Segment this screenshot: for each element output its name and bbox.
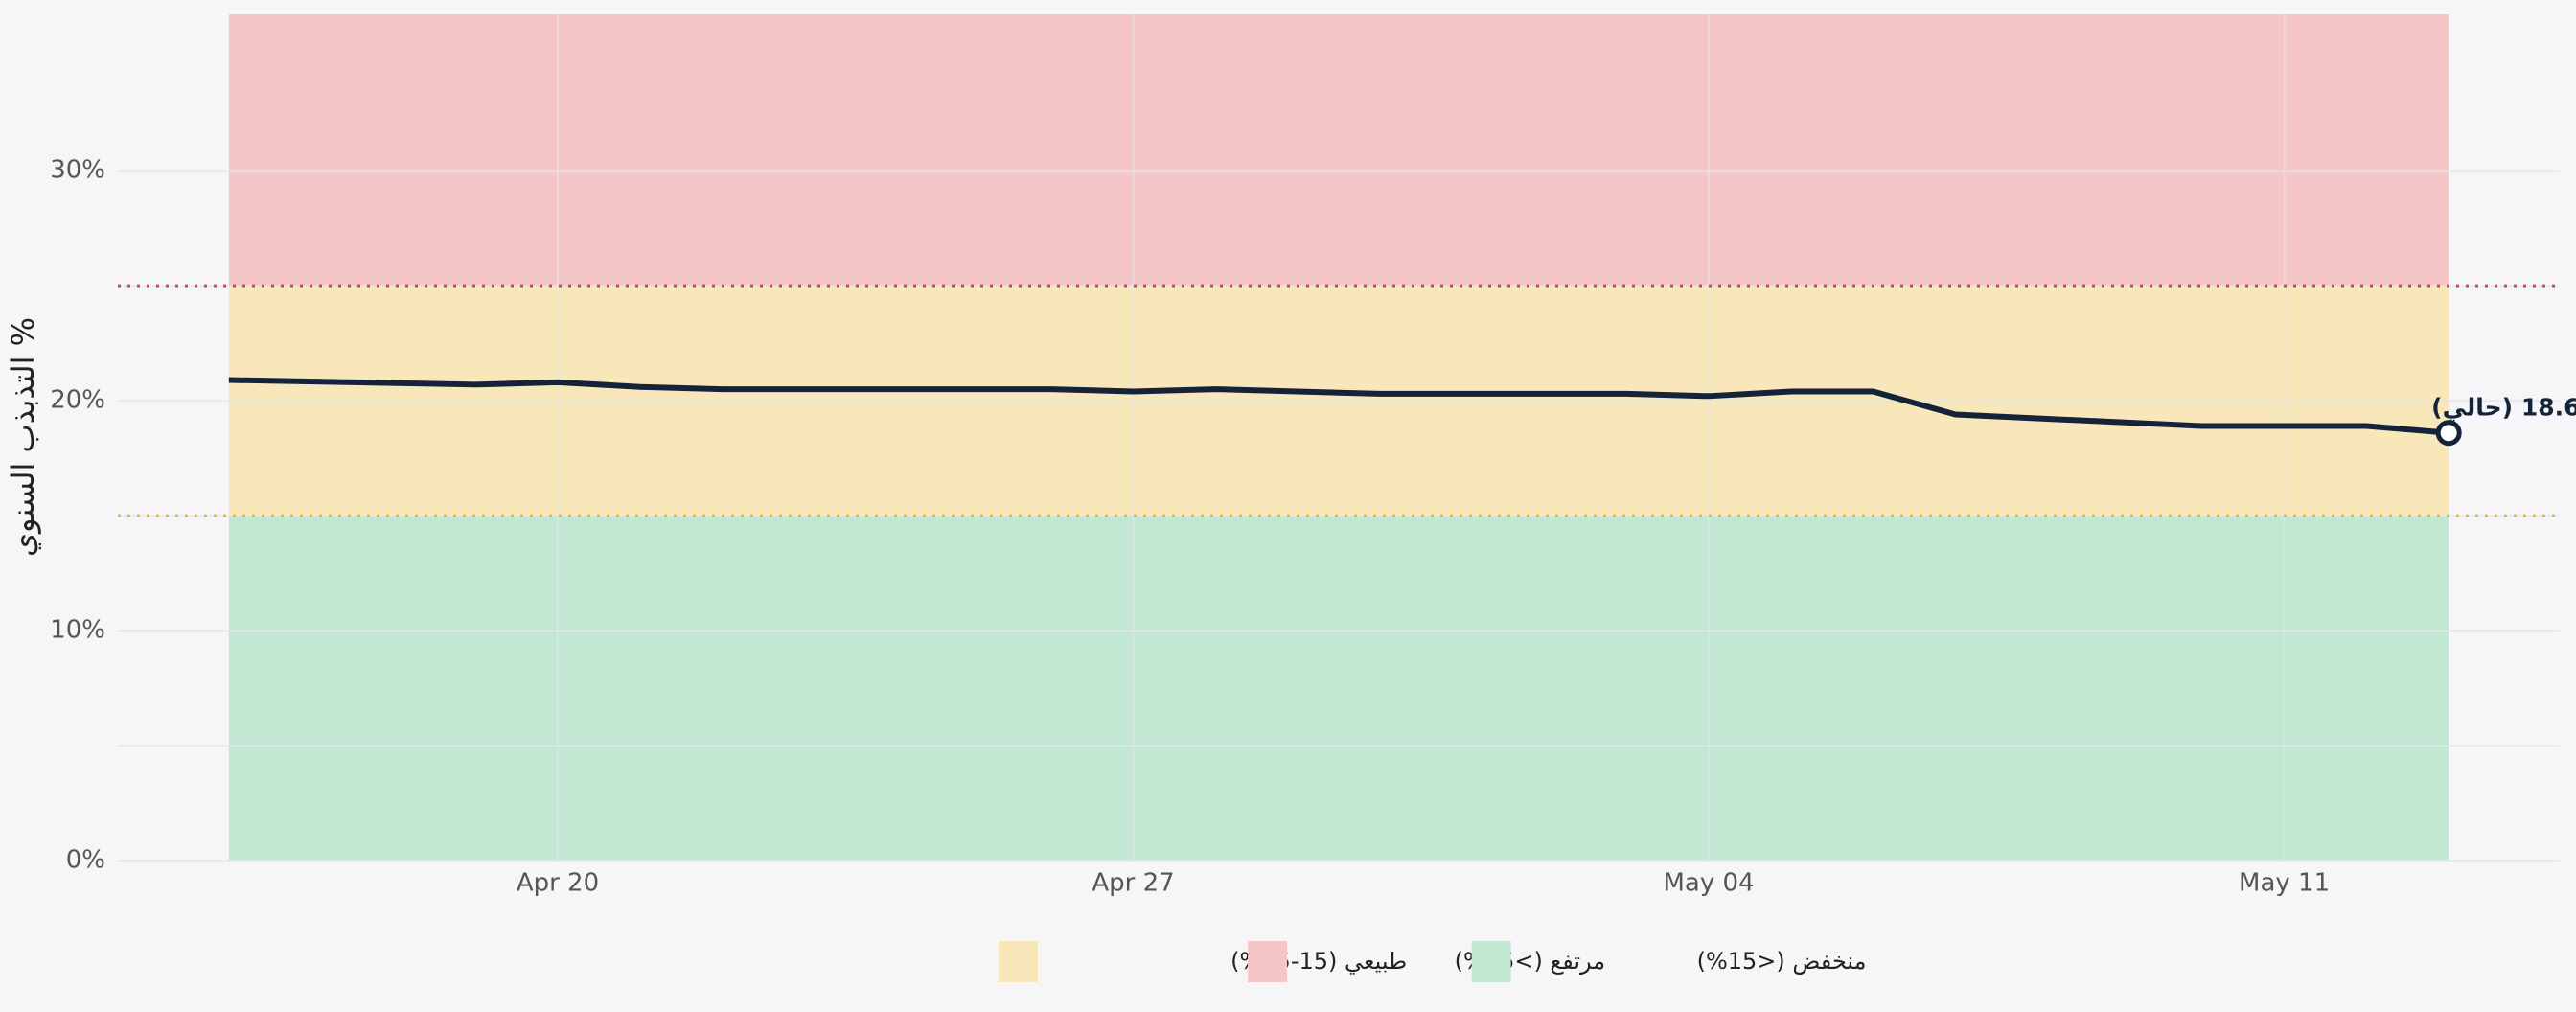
y-axis-label: التذبذب السنوي % xyxy=(5,317,41,557)
y-tick-label: 30% xyxy=(50,156,105,185)
line xyxy=(228,377,2450,436)
x-tick-label: Apr 27 xyxy=(1092,869,1174,898)
band xyxy=(228,14,2450,287)
legend-swatch xyxy=(1248,941,1288,982)
x-tick-label: Apr 20 xyxy=(517,869,599,898)
y-tick-label: 10% xyxy=(50,616,105,645)
x-tick-label: May 04 xyxy=(1664,869,1755,898)
x-tick-label: May 11 xyxy=(2239,869,2330,898)
legend-label: منخفض (<15%) xyxy=(1697,948,1867,975)
y-tick-label: 20% xyxy=(50,386,105,415)
current-point xyxy=(2435,420,2462,447)
y-tick-label: 0% xyxy=(66,846,105,875)
legend-swatch xyxy=(999,941,1038,982)
band xyxy=(228,516,2450,861)
legend-swatch xyxy=(1471,941,1511,982)
annotation: 18.6٪ (حالي) xyxy=(2431,394,2576,422)
